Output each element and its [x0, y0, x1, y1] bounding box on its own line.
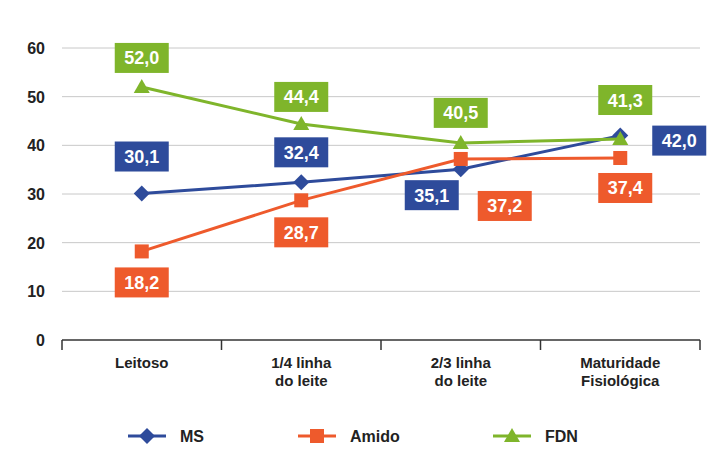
y-tick-label: 40	[27, 137, 45, 154]
data-label-box	[478, 191, 532, 221]
data-point	[454, 152, 468, 166]
x-tick-label: MaturidadeFisiológica	[580, 354, 660, 389]
y-tick-label: 10	[27, 283, 45, 300]
data-point	[612, 131, 628, 145]
x-tick	[699, 340, 701, 350]
data-point	[453, 135, 469, 149]
legend-label: Amido	[350, 428, 400, 445]
x-tick	[61, 340, 63, 350]
y-tick-label: 0	[36, 332, 45, 349]
data-label: 30,1	[124, 147, 159, 167]
data-point	[294, 193, 308, 207]
legend-marker	[310, 429, 324, 443]
data-point	[135, 244, 149, 258]
series-line	[142, 158, 621, 251]
data-label-box	[434, 98, 488, 128]
data-label: 52,0	[124, 48, 159, 68]
series-line	[142, 87, 621, 143]
data-label: 42,0	[662, 131, 697, 151]
data-label: 32,4	[284, 143, 319, 163]
data-label: 28,7	[284, 223, 319, 243]
grid-line	[62, 242, 700, 243]
x-tick	[380, 340, 382, 350]
legend-marker	[504, 428, 520, 442]
legend-label: FDN	[545, 428, 578, 445]
legend-marker	[139, 428, 155, 444]
data-point	[134, 79, 150, 93]
plot-area	[134, 79, 629, 258]
data-label: 37,2	[487, 196, 522, 216]
data-label-box	[274, 82, 328, 112]
legend-label: MS	[180, 428, 204, 445]
data-label-box	[115, 142, 169, 172]
data-label: 18,2	[124, 273, 159, 293]
data-label: 41,3	[608, 91, 643, 111]
data-point	[613, 151, 627, 165]
x-tick-label: 2/3 linhado leite	[431, 354, 492, 389]
data-label-box	[274, 137, 328, 167]
data-point	[293, 174, 309, 190]
data-label-box	[115, 43, 169, 73]
data-label-box	[274, 217, 328, 247]
y-tick-label: 50	[27, 89, 45, 106]
data-label-box	[598, 173, 652, 203]
data-point	[134, 186, 150, 202]
data-label: 44,4	[284, 87, 319, 107]
legend: MS Amido FDN	[128, 428, 578, 445]
series-line	[142, 136, 621, 194]
x-tick	[540, 340, 542, 350]
y-tick-label: 30	[27, 186, 45, 203]
data-label-box	[115, 267, 169, 297]
data-label-box	[405, 180, 459, 210]
data-label: 40,5	[443, 103, 478, 123]
x-tick-label: 1/4 linhado leite	[271, 354, 332, 389]
x-tick	[221, 340, 223, 350]
x-tick-label: Leitoso	[115, 354, 168, 371]
data-label-box	[652, 126, 706, 156]
data-label: 35,1	[414, 186, 449, 206]
data-label: 37,4	[608, 178, 643, 198]
y-tick-label: 60	[27, 40, 45, 57]
y-tick-label: 20	[27, 235, 45, 252]
data-point	[293, 116, 309, 130]
data-label-box	[598, 85, 652, 115]
data-labels: 30,1 32,4 35,1 42,0 18,2 28,7 37,2 37,4 52,0 44,4…	[115, 43, 707, 297]
chart: 0 10 20 30 40 50 60 Leitoso 1/4 linhado leite 2/3…	[0, 0, 725, 454]
